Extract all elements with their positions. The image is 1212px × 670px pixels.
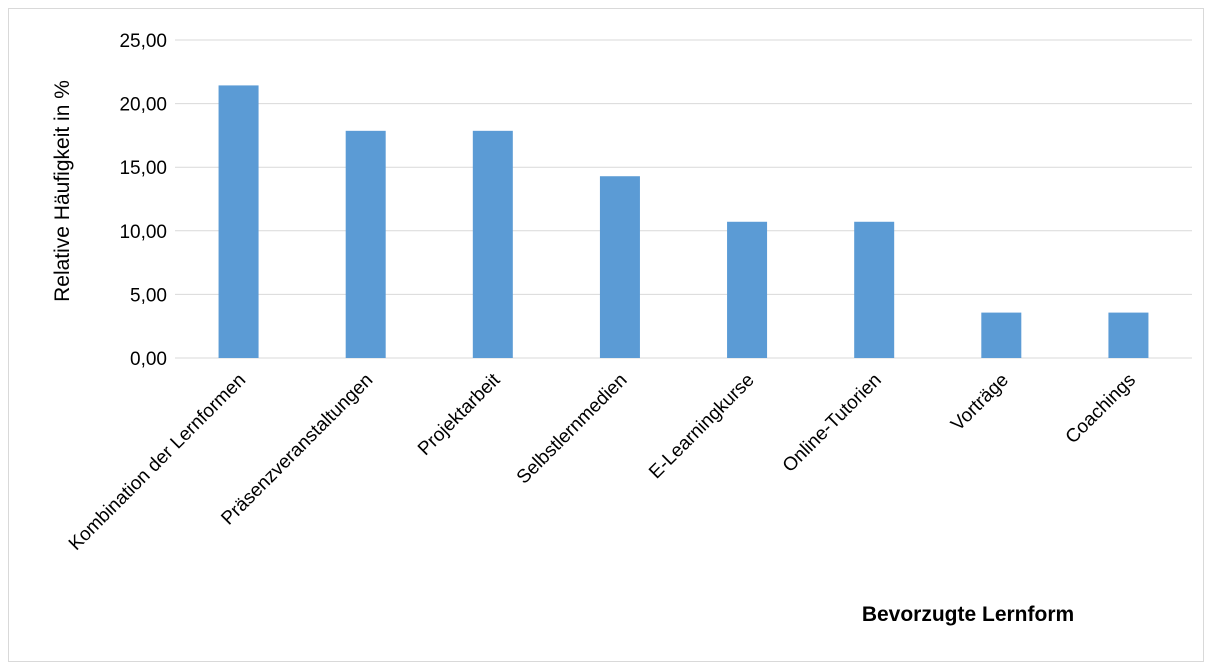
bar (599, 176, 640, 358)
y-tick-label: 10,00 (119, 222, 167, 243)
bar (854, 221, 895, 358)
bar (472, 130, 513, 358)
y-tick-label: 0,00 (130, 349, 167, 370)
bar-chart: 0,00 5,00 10,00 15,00 20,00 25,00 Kombination… (51, 31, 1192, 626)
bar (218, 85, 259, 358)
x-category-label: Online-Tutorien (779, 370, 886, 477)
x-category-label: Coachings (1062, 370, 1140, 448)
x-category-label: E-Learningkurse (645, 370, 758, 483)
y-tick-label: 25,00 (119, 31, 167, 52)
gridlines (175, 39, 1192, 359)
bar (1108, 312, 1149, 358)
y-tick-label: 20,00 (119, 95, 167, 116)
bars (218, 85, 1149, 358)
x-axis-category-labels: Kombination der LernformenPräsenzveranst… (65, 369, 1140, 555)
y-tick-label: 5,00 (130, 285, 167, 306)
bar (345, 130, 386, 358)
y-axis-title: Relative Häufigkeit in % (51, 80, 74, 302)
x-axis-title: Bevorzugte Lernform (862, 603, 1074, 626)
chart-frame: 0,00 5,00 10,00 15,00 20,00 25,00 Kombination… (8, 8, 1204, 662)
x-category-label: Kombination der Lernformen (65, 370, 250, 555)
x-category-label: Vorträge (947, 370, 1013, 436)
x-category-label: Projektarbeit (414, 369, 505, 460)
x-category-label: Präsenzveranstaltungen (217, 370, 377, 530)
x-category-label: Selbstlernmedien (513, 370, 632, 489)
y-axis-tick-labels: 0,00 5,00 10,00 15,00 20,00 25,00 (119, 31, 167, 370)
bar (727, 221, 768, 358)
bar (981, 312, 1022, 358)
y-tick-label: 15,00 (119, 158, 167, 179)
